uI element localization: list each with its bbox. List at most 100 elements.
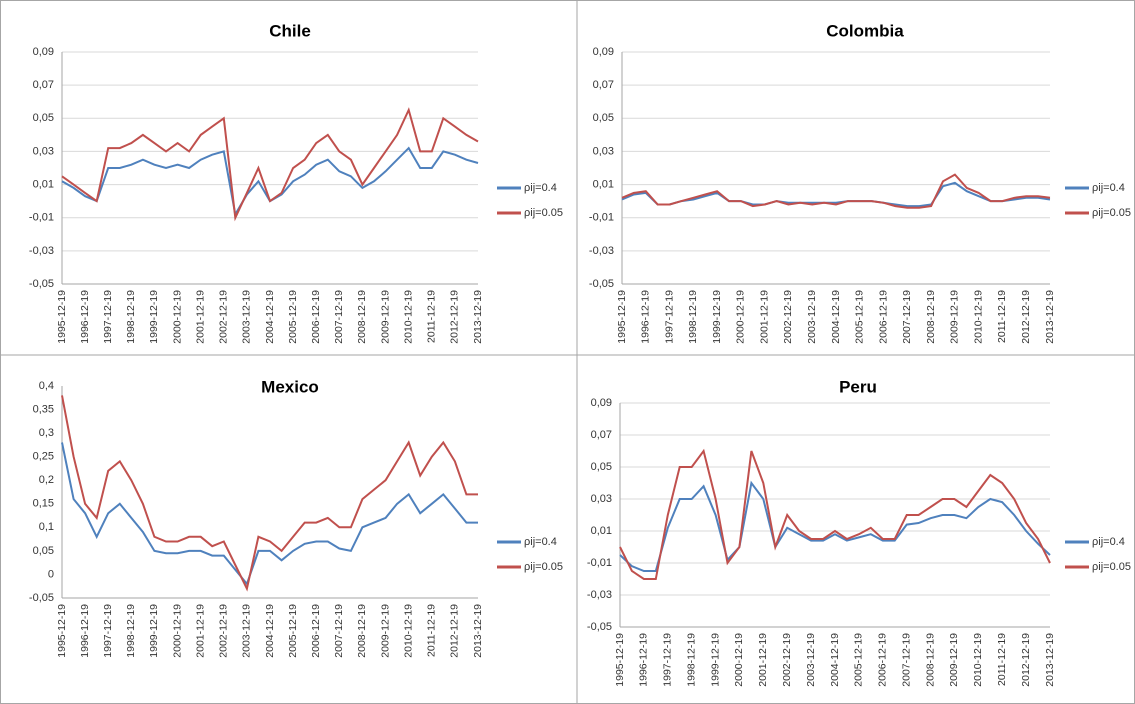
x-tick-label: 2012-12-19 <box>449 604 461 658</box>
x-tick-label: 2000-12-19 <box>733 633 745 687</box>
x-tick-label: 1995-12-19 <box>616 290 628 344</box>
x-tick-label: 1997-12-19 <box>102 290 114 344</box>
x-tick-label: 1999-12-19 <box>711 290 723 344</box>
y-tick-label: -0,03 <box>587 589 612 601</box>
x-tick-label: 2010-12-19 <box>402 290 414 344</box>
x-tick-label: 2005-12-19 <box>854 290 866 344</box>
legend-label: ρij=0.4 <box>1092 536 1125 548</box>
y-tick-label: 0,01 <box>593 178 614 190</box>
y-tick-label: 0,05 <box>593 112 614 124</box>
x-tick-label: 2005-12-19 <box>287 290 299 344</box>
x-tick-label: 2013-12-19 <box>1044 290 1056 344</box>
y-tick-label: 0,03 <box>33 145 54 157</box>
x-tick-label: 2006-12-19 <box>310 290 322 344</box>
x-tick-label: 2007-12-19 <box>901 290 913 344</box>
x-tick-label: 2004-12-19 <box>264 290 276 344</box>
y-tick-label: -0,01 <box>29 212 54 224</box>
x-tick-label: 2001-12-19 <box>194 604 206 658</box>
x-tick-label: 2009-12-19 <box>948 633 960 687</box>
x-tick-label: 2008-12-19 <box>924 633 936 687</box>
y-tick-label: 0,03 <box>593 145 614 157</box>
y-tick-label: 0,09 <box>33 46 54 58</box>
x-tick-label: 2009-12-19 <box>949 290 961 344</box>
y-tick-label: 0,09 <box>591 397 612 409</box>
x-tick-label: 1999-12-19 <box>148 604 160 658</box>
x-tick-label: 2002-12-19 <box>218 604 230 658</box>
x-tick-label: 2013-12-19 <box>1044 633 1056 687</box>
legend-label: ρij=0.05 <box>524 561 563 573</box>
legend-label: ρij=0.05 <box>524 207 563 219</box>
legend-label: ρij=0.4 <box>524 182 557 194</box>
y-tick-label: -0,05 <box>587 621 612 633</box>
series-line <box>61 395 478 592</box>
x-tick-label: 2008-12-19 <box>356 604 368 658</box>
y-tick-label: 0,05 <box>591 461 612 473</box>
series-line <box>621 181 1051 208</box>
x-tick-label: 2012-12-19 <box>1020 290 1032 344</box>
y-tick-label: 0,01 <box>591 525 612 537</box>
y-tick-label: -0,03 <box>589 245 614 257</box>
chart-title: Mexico <box>261 377 319 396</box>
series-line <box>61 146 479 218</box>
x-tick-label: 2003-12-19 <box>806 290 818 344</box>
x-tick-label: 2010-12-19 <box>972 290 984 344</box>
x-tick-label: 2004-12-19 <box>830 290 842 344</box>
x-tick-label: 2013-12-19 <box>472 604 484 658</box>
x-tick-label: 2001-12-19 <box>758 290 770 344</box>
x-tick-label: 1996-12-19 <box>640 290 652 344</box>
x-tick-label: 2007-12-19 <box>333 604 345 658</box>
x-tick-label: 1995-12-19 <box>56 290 68 344</box>
series-line <box>621 173 1051 209</box>
x-tick-label: 2001-12-19 <box>194 290 206 344</box>
x-tick-label: 2012-12-19 <box>449 290 461 344</box>
y-tick-label: 0,05 <box>33 545 54 557</box>
legend-label: ρij=0.05 <box>1092 561 1131 573</box>
x-tick-label: 2003-12-19 <box>241 604 253 658</box>
chart-title: Peru <box>839 377 877 396</box>
x-tick-label: 2011-12-19 <box>996 633 1008 686</box>
series-line <box>61 442 478 586</box>
y-tick-label: 0,4 <box>39 380 54 392</box>
x-tick-label: 2003-12-19 <box>241 290 253 344</box>
x-tick-label: 2002-12-19 <box>781 633 793 687</box>
y-tick-label: 0,15 <box>33 498 54 510</box>
x-tick-label: 1995-12-19 <box>614 633 626 687</box>
y-tick-label: 0,09 <box>593 46 614 58</box>
x-tick-label: 2002-12-19 <box>218 290 230 344</box>
y-tick-label: -0,05 <box>29 278 54 290</box>
x-tick-label: 2011-12-19 <box>996 290 1008 343</box>
y-tick-label: 0,05 <box>33 112 54 124</box>
x-tick-label: 2010-12-19 <box>402 604 414 658</box>
y-tick-label: -0,05 <box>29 592 54 604</box>
x-tick-label: 1998-12-19 <box>685 633 697 687</box>
y-tick-label: -0,01 <box>589 212 614 224</box>
x-tick-label: 2003-12-19 <box>805 633 817 687</box>
y-tick-label: 0 <box>48 568 54 580</box>
series-line <box>619 480 1051 572</box>
x-tick-label: 2000-12-19 <box>171 604 183 658</box>
y-tick-label: -0,01 <box>587 557 612 569</box>
x-tick-label: 2002-12-19 <box>782 290 794 344</box>
series-line <box>61 107 479 222</box>
y-tick-label: 0,03 <box>591 493 612 505</box>
x-tick-label: 2005-12-19 <box>853 633 865 687</box>
x-tick-label: 1998-12-19 <box>125 290 137 344</box>
legend-label: ρij=0.4 <box>524 536 557 548</box>
x-tick-label: 1997-12-19 <box>663 290 675 344</box>
x-tick-label: 1997-12-19 <box>102 604 114 658</box>
x-tick-label: 1999-12-19 <box>709 633 721 687</box>
x-tick-label: 1997-12-19 <box>662 633 674 687</box>
x-tick-label: 1998-12-19 <box>687 290 699 344</box>
x-tick-label: 2006-12-19 <box>877 633 889 687</box>
y-tick-label: 0,07 <box>591 429 612 441</box>
x-tick-label: 2004-12-19 <box>264 604 276 658</box>
y-tick-label: 0,01 <box>33 178 54 190</box>
chart-title: Chile <box>269 21 311 40</box>
x-tick-label: 2006-12-19 <box>310 604 322 658</box>
x-tick-label: 2004-12-19 <box>829 633 841 687</box>
y-tick-label: -0,03 <box>29 245 54 257</box>
y-tick-label: 0,07 <box>593 79 614 91</box>
x-tick-label: 1995-12-19 <box>56 604 68 658</box>
y-tick-label: 0,07 <box>33 79 54 91</box>
